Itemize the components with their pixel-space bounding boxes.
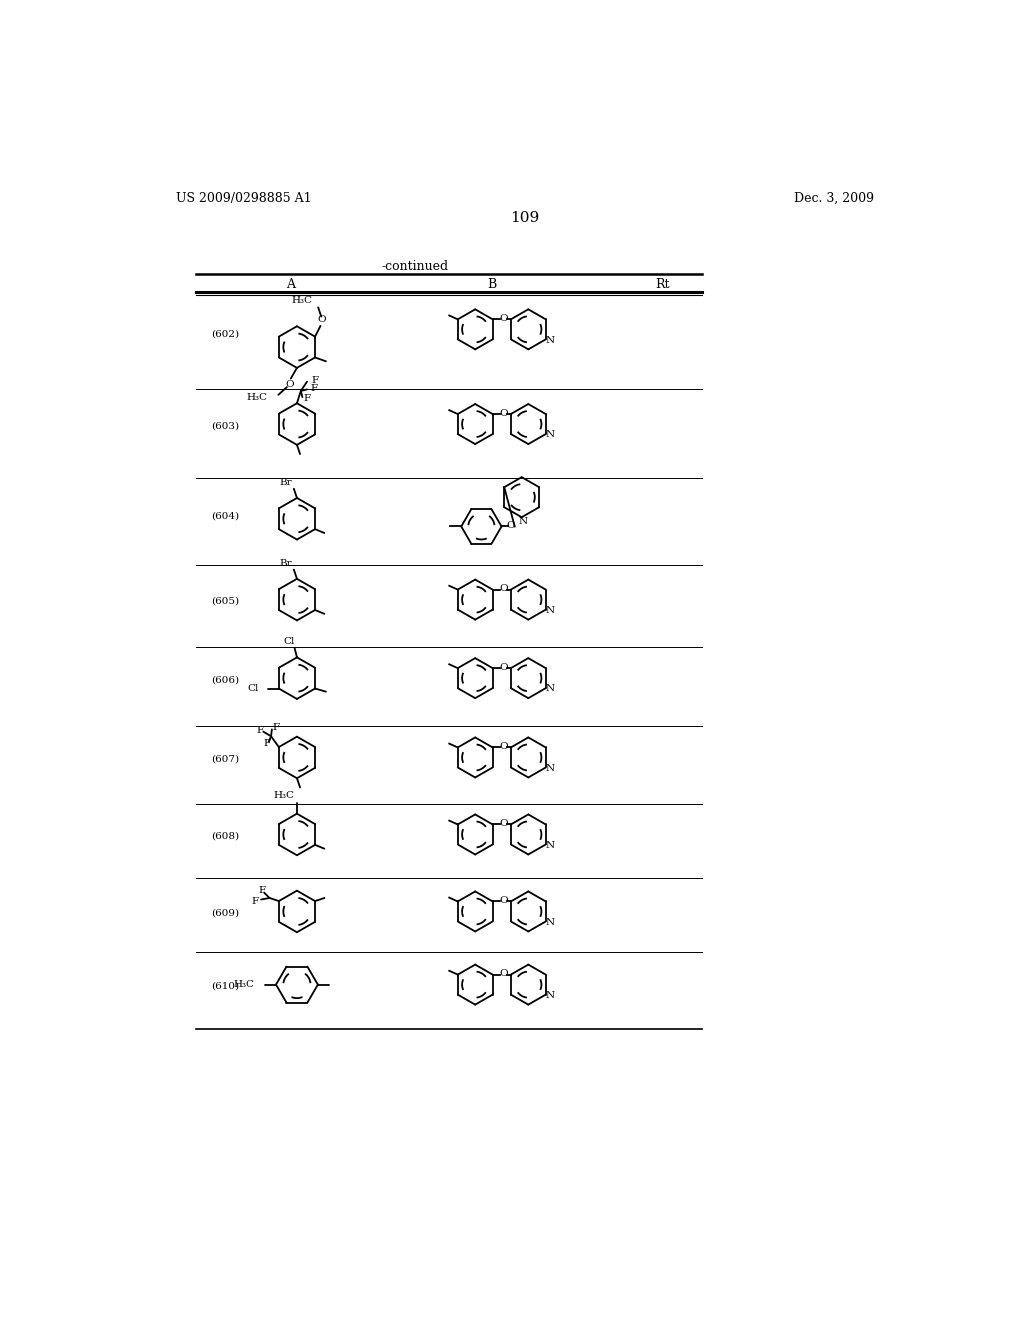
Text: F: F xyxy=(252,896,259,906)
Text: F: F xyxy=(303,395,310,403)
Text: H₃C: H₃C xyxy=(247,392,267,401)
Text: F: F xyxy=(257,726,264,735)
Text: (609): (609) xyxy=(211,908,239,917)
Text: H₃C: H₃C xyxy=(291,296,312,305)
Text: N: N xyxy=(545,335,554,345)
Text: H₃C: H₃C xyxy=(233,981,254,989)
Text: N: N xyxy=(545,841,554,850)
Text: Dec. 3, 2009: Dec. 3, 2009 xyxy=(794,191,873,205)
Text: N: N xyxy=(519,516,527,525)
Text: N: N xyxy=(545,606,554,615)
Text: O: O xyxy=(499,409,508,417)
Text: O: O xyxy=(499,969,508,978)
Text: (605): (605) xyxy=(211,597,239,606)
Text: F: F xyxy=(272,722,280,731)
Text: O: O xyxy=(317,315,326,325)
Text: (602): (602) xyxy=(211,330,239,338)
Text: N: N xyxy=(545,764,554,772)
Text: (606): (606) xyxy=(211,676,239,685)
Text: B: B xyxy=(487,279,497,292)
Text: US 2009/0298885 A1: US 2009/0298885 A1 xyxy=(176,191,311,205)
Text: O: O xyxy=(285,380,294,388)
Text: (604): (604) xyxy=(211,512,239,521)
Text: F: F xyxy=(263,739,270,747)
Text: A: A xyxy=(287,279,295,292)
Text: F: F xyxy=(258,886,265,895)
Text: O: O xyxy=(499,663,508,672)
Text: H₃C: H₃C xyxy=(273,792,295,800)
Text: -continued: -continued xyxy=(381,260,449,273)
Text: (603): (603) xyxy=(211,422,239,430)
Text: O: O xyxy=(499,585,508,593)
Text: F: F xyxy=(310,384,317,393)
Text: (610): (610) xyxy=(211,982,239,990)
Text: O: O xyxy=(507,521,515,531)
Text: (608): (608) xyxy=(211,832,239,841)
Text: O: O xyxy=(499,896,508,906)
Text: Cl: Cl xyxy=(284,638,295,647)
Text: O: O xyxy=(499,820,508,828)
Text: Br: Br xyxy=(280,478,293,487)
Text: N: N xyxy=(545,917,554,927)
Text: N: N xyxy=(545,430,554,440)
Text: N: N xyxy=(545,685,554,693)
Text: (607): (607) xyxy=(211,755,239,763)
Text: N: N xyxy=(545,991,554,999)
Text: F: F xyxy=(311,376,318,384)
Text: Br: Br xyxy=(280,558,293,568)
Text: Cl: Cl xyxy=(248,684,259,693)
Text: Rt: Rt xyxy=(655,279,670,292)
Text: O: O xyxy=(499,314,508,323)
Text: O: O xyxy=(499,742,508,751)
Text: 109: 109 xyxy=(510,211,540,226)
